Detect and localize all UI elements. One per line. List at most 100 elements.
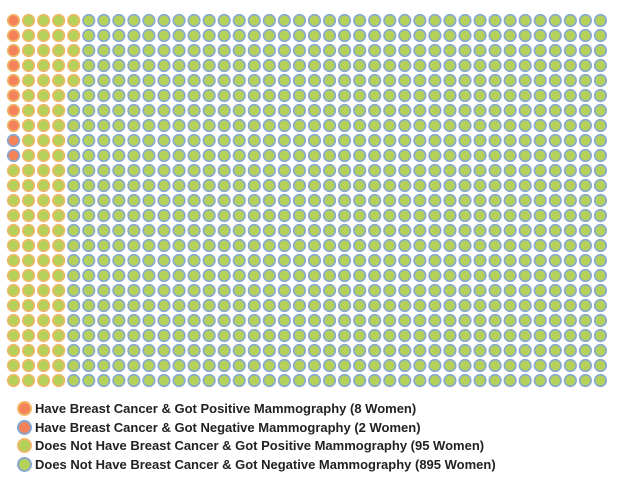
waffle-cell	[82, 178, 96, 193]
waffle-cell	[247, 328, 261, 343]
waffle-cell	[322, 28, 337, 43]
waffle-cell	[488, 103, 502, 118]
waffle-cell	[322, 88, 337, 103]
waffle-cell	[533, 328, 547, 343]
waffle-cell	[458, 343, 472, 358]
waffle-cell	[518, 328, 532, 343]
waffle-cell	[428, 13, 442, 28]
waffle-cell	[262, 268, 276, 283]
waffle-cell	[548, 253, 562, 268]
waffle-cell	[52, 103, 66, 118]
waffle-cell	[473, 58, 487, 73]
waffle-cell	[97, 88, 111, 103]
waffle-cell	[353, 43, 367, 58]
waffle-cell	[67, 208, 81, 223]
waffle-cell	[127, 58, 141, 73]
waffle-cell	[443, 373, 457, 388]
waffle-cell	[383, 283, 397, 298]
waffle-cell	[67, 298, 81, 313]
waffle-cell	[548, 328, 562, 343]
waffle-cell	[428, 43, 442, 58]
waffle-cell	[322, 328, 337, 343]
waffle-cell	[322, 298, 337, 313]
waffle-cell	[338, 343, 352, 358]
waffle-cell	[202, 133, 216, 148]
waffle-cell	[398, 103, 412, 118]
waffle-cell	[82, 328, 96, 343]
waffle-cell	[292, 358, 307, 373]
waffle-cell	[21, 58, 36, 73]
legend-label-no-cancer-positive: Does Not Have Breast Cancer & Got Positi…	[35, 438, 485, 454]
waffle-cell	[398, 208, 412, 223]
waffle-cell	[593, 328, 608, 343]
waffle-cell	[36, 148, 51, 163]
waffle-cell	[548, 28, 562, 43]
waffle-cell	[6, 88, 21, 103]
waffle-cell	[277, 238, 292, 253]
waffle-cell	[112, 13, 126, 28]
waffle-cell	[518, 223, 532, 238]
waffle-cell	[563, 193, 577, 208]
waffle-cell	[112, 208, 126, 223]
waffle-cell	[97, 358, 111, 373]
waffle-cell	[217, 208, 231, 223]
waffle-cell	[112, 373, 126, 388]
waffle-cell	[353, 328, 367, 343]
waffle-cell	[413, 343, 427, 358]
waffle-cell	[187, 133, 201, 148]
waffle-cell	[52, 373, 66, 388]
waffle-cell	[398, 88, 412, 103]
waffle-cell	[232, 133, 246, 148]
waffle-cell	[97, 283, 111, 298]
waffle-cell	[142, 73, 156, 88]
waffle-cell	[52, 358, 66, 373]
waffle-cell	[6, 73, 21, 88]
waffle-cell	[292, 313, 307, 328]
waffle-cell	[232, 328, 246, 343]
waffle-cell	[353, 238, 367, 253]
waffle-cell	[67, 163, 81, 178]
waffle-cell	[548, 223, 562, 238]
waffle-cell	[202, 58, 216, 73]
waffle-cell	[112, 328, 126, 343]
waffle-cell	[172, 238, 186, 253]
waffle-cell	[443, 73, 457, 88]
waffle-cell	[187, 148, 201, 163]
waffle-cell	[368, 13, 382, 28]
waffle-cell	[548, 88, 562, 103]
waffle-cell	[142, 178, 156, 193]
waffle-cell	[368, 283, 382, 298]
waffle-cell	[563, 13, 577, 28]
waffle-cell	[473, 223, 487, 238]
waffle-cell	[307, 193, 322, 208]
waffle-cell	[383, 133, 397, 148]
waffle-cell	[368, 133, 382, 148]
waffle-cell	[232, 268, 246, 283]
waffle-cell	[97, 343, 111, 358]
waffle-cell	[36, 88, 51, 103]
waffle-cell	[368, 163, 382, 178]
waffle-cell	[322, 163, 337, 178]
waffle-cell	[578, 253, 593, 268]
waffle-cell	[292, 88, 307, 103]
waffle-cell	[142, 343, 156, 358]
waffle-cell	[533, 103, 547, 118]
waffle-cell	[67, 328, 81, 343]
waffle-cell	[157, 358, 171, 373]
waffle-cell	[172, 28, 186, 43]
waffle-cell	[398, 163, 412, 178]
waffle-cell	[82, 73, 96, 88]
waffle-cell	[488, 283, 502, 298]
waffle-cell	[157, 28, 171, 43]
waffle-cell	[443, 253, 457, 268]
waffle-cell	[52, 328, 66, 343]
waffle-cell	[217, 43, 231, 58]
waffle-cell	[187, 193, 201, 208]
waffle-cell	[322, 58, 337, 73]
waffle-cell	[172, 223, 186, 238]
waffle-cell	[232, 193, 246, 208]
waffle-cell	[52, 148, 66, 163]
legend-label-cancer-negative: Have Breast Cancer & Got Negative Mammog…	[35, 419, 421, 435]
waffle-cell	[563, 343, 577, 358]
waffle-cell	[82, 223, 96, 238]
